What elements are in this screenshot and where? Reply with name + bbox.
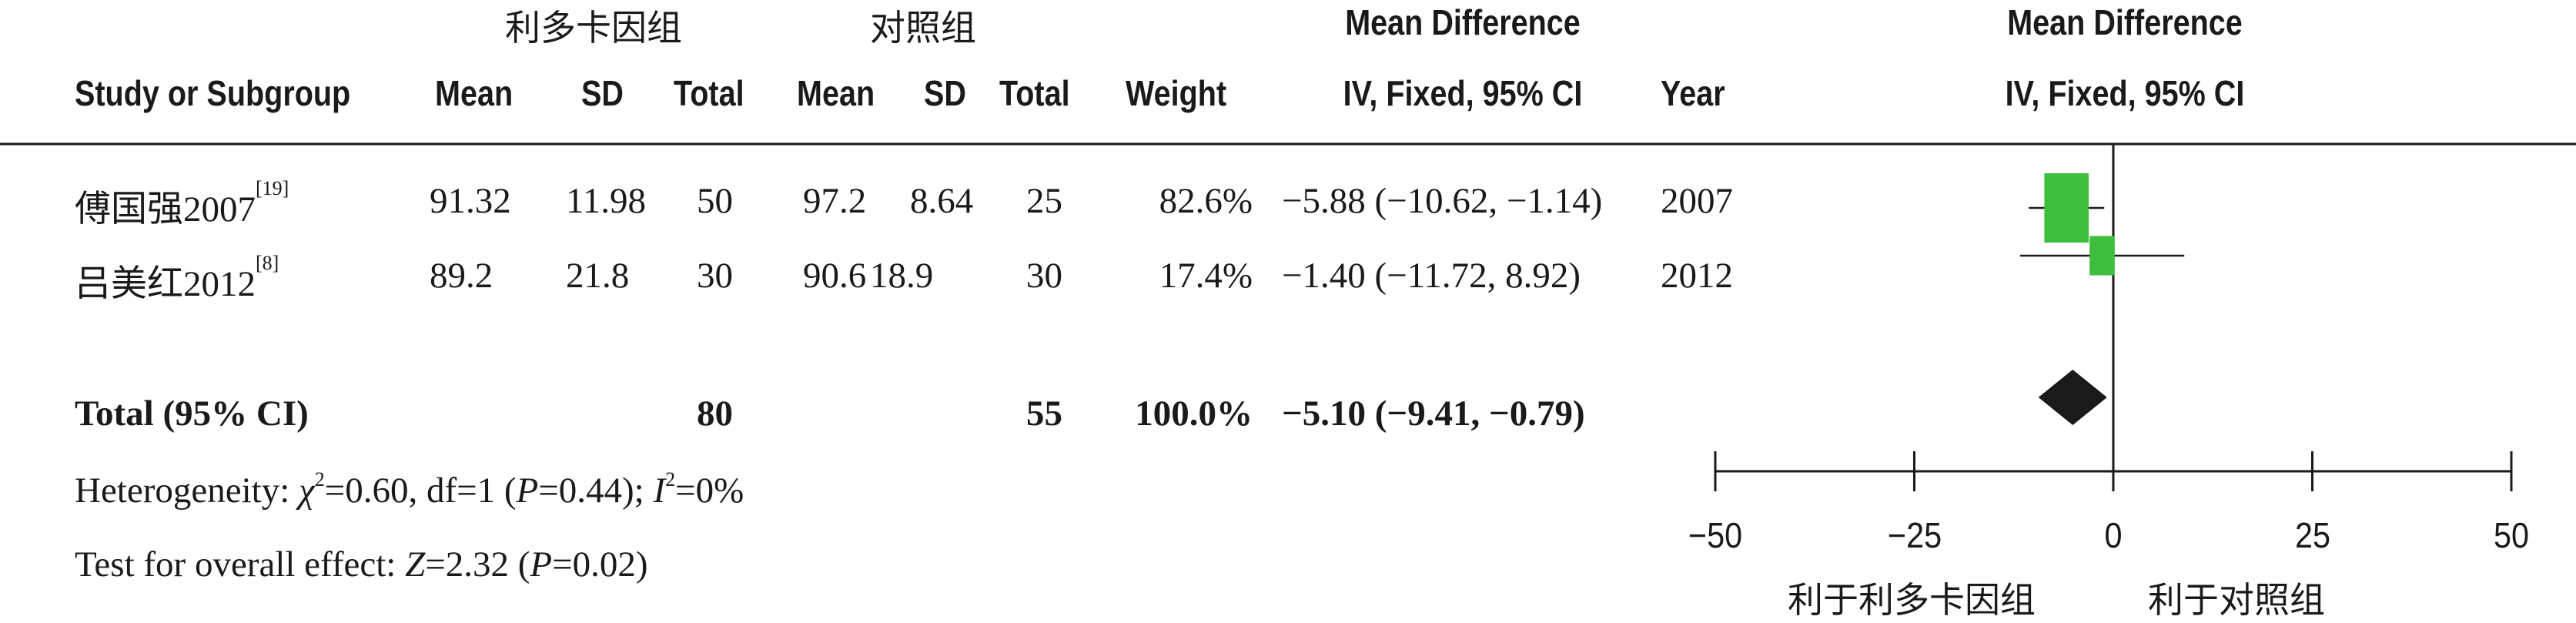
experimental-group-header: 利多卡因组 [505,7,682,49]
study-name: 傅国强2007[19] [75,177,289,229]
x-tick-label: −50 [1688,515,1743,555]
col-ctl-mean: Mean [797,73,875,113]
col-md-ci: IV, Fixed, 95% CI [1343,73,1583,113]
ctl-total: 25 [1026,181,1062,221]
x-tick-label: 0 [2104,515,2123,555]
total-exp: 80 [697,394,733,434]
control-group-header: 对照组 [870,7,976,49]
study-name: 吕美红2012[8] [75,252,279,304]
year: 2007 [1661,181,1733,221]
heterogeneity-text: Heterogeneity: χ2=0.60, df=1 (P=0.44); I… [75,468,744,511]
col-exp-total: Total [674,73,744,113]
col-ctl-total: Total [999,73,1070,113]
exp-sd: 11.98 [566,181,647,221]
year: 2012 [1661,256,1733,296]
md-plot-header-top: Mean Difference [2007,2,2243,42]
col-exp-mean: Mean [435,73,514,113]
study-weight-square [2044,173,2089,243]
col-plot-ci: IV, Fixed, 95% CI [2005,73,2245,113]
ctl-mean: 97.2 [803,181,867,221]
total-weight: 100.0% [1135,394,1253,434]
study-ref: [19] [256,177,289,199]
ctl-mean: 90.6 [803,256,867,296]
overall-effect-text: Test for overall effect: Z=2.32 (P=0.02) [75,544,648,584]
study-weight-square [2089,236,2115,276]
weight: 17.4% [1159,256,1253,296]
ctl-sd: 8.64 [910,181,974,221]
total-label: Total (95% CI) [75,394,309,434]
col-year: Year [1661,73,1725,113]
total-ctl: 55 [1026,394,1062,434]
col-weight: Weight [1126,73,1227,113]
favours-control-label: 利于对照组 [2148,579,2325,621]
ctl-total: 30 [1026,256,1062,296]
col-ctl-sd: SD [924,73,966,113]
pooled-diamond [2038,370,2107,425]
exp-total: 30 [697,256,733,296]
exp-mean: 91.32 [430,181,511,221]
md-ci: −1.40 (−11.72, 8.92) [1282,256,1581,296]
col-exp-sd: SD [581,73,624,113]
col-study: Study or Subgroup [75,73,351,113]
weight: 82.6% [1159,181,1253,221]
exp-mean: 89.2 [430,256,493,296]
x-tick-label: 50 [2493,515,2530,555]
x-tick-label: 25 [2294,515,2330,555]
md-header-top: Mean Difference [1345,2,1581,42]
study-ref: [8] [256,252,279,274]
md-ci: −5.88 (−10.62, −1.14) [1282,181,1603,221]
exp-sd: 21.8 [566,256,630,296]
favours-experimental-label: 利于利多卡因组 [1788,579,2036,621]
exp-total: 50 [697,181,733,221]
ctl-sd: 18.9 [870,256,934,296]
total-md-ci: −5.10 (−9.41, −0.79) [1282,394,1585,434]
x-tick-label: −25 [1887,515,1942,555]
